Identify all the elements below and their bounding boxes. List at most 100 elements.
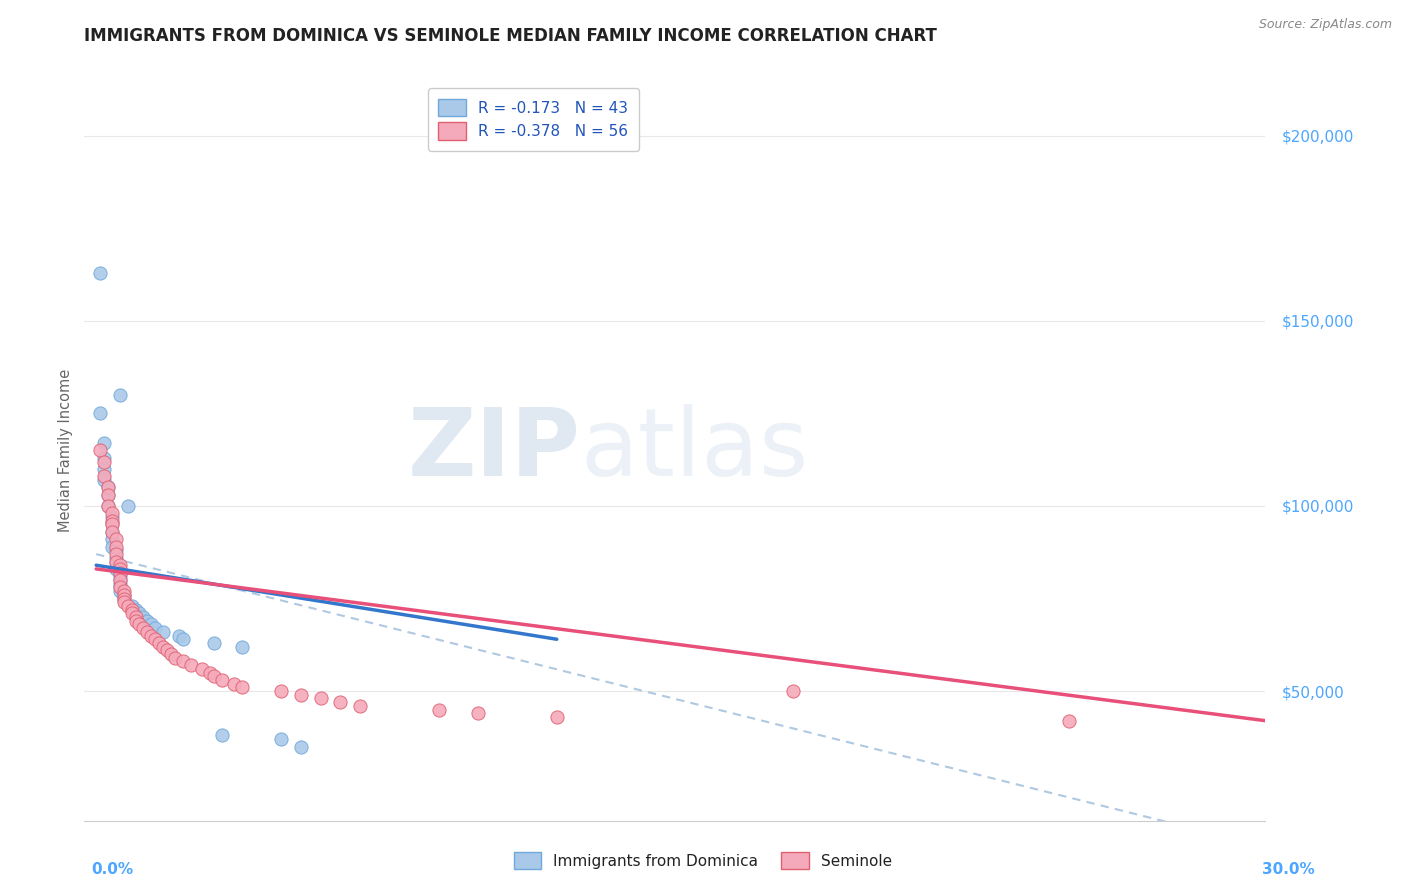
- Point: [104, 554, 127, 569]
- Point: [141, 617, 163, 632]
- Point: [782, 684, 804, 698]
- Point: [290, 739, 312, 754]
- Point: [270, 732, 292, 747]
- Point: [108, 584, 131, 599]
- Text: atlas: atlas: [581, 404, 808, 497]
- Text: Source: ZipAtlas.com: Source: ZipAtlas.com: [1258, 18, 1392, 31]
- Point: [231, 681, 253, 695]
- Point: [101, 507, 124, 521]
- Point: [117, 599, 139, 613]
- Point: [1057, 714, 1080, 728]
- Point: [89, 407, 111, 421]
- Point: [101, 524, 124, 539]
- Point: [108, 558, 131, 573]
- Point: [104, 562, 127, 576]
- Point: [108, 581, 131, 595]
- Point: [290, 688, 312, 702]
- Y-axis label: Median Family Income: Median Family Income: [58, 368, 73, 533]
- Point: [93, 469, 115, 483]
- Point: [202, 669, 225, 683]
- Point: [108, 562, 131, 576]
- Point: [121, 599, 143, 613]
- Point: [104, 533, 127, 547]
- Point: [112, 591, 135, 606]
- Point: [101, 540, 124, 554]
- Point: [97, 481, 120, 495]
- Point: [180, 658, 202, 673]
- Point: [200, 665, 222, 680]
- Point: [112, 588, 135, 602]
- Point: [124, 602, 146, 616]
- Point: [202, 636, 225, 650]
- Point: [143, 632, 166, 647]
- Point: [104, 547, 127, 561]
- Text: 0.0%: 0.0%: [91, 863, 134, 877]
- Point: [97, 499, 120, 513]
- Point: [121, 607, 143, 621]
- Point: [163, 650, 186, 665]
- Point: [108, 581, 131, 595]
- Point: [152, 624, 174, 639]
- Point: [121, 602, 143, 616]
- Point: [108, 573, 131, 587]
- Legend: Immigrants from Dominica, Seminole: Immigrants from Dominica, Seminole: [508, 846, 898, 875]
- Point: [89, 443, 111, 458]
- Point: [101, 514, 124, 528]
- Point: [112, 595, 135, 609]
- Point: [108, 569, 131, 583]
- Point: [108, 388, 131, 402]
- Point: [93, 454, 115, 468]
- Point: [104, 543, 127, 558]
- Point: [101, 533, 124, 547]
- Point: [427, 703, 450, 717]
- Point: [93, 473, 115, 487]
- Point: [93, 450, 115, 465]
- Point: [112, 588, 135, 602]
- Point: [104, 540, 127, 554]
- Point: [101, 517, 124, 532]
- Point: [143, 621, 166, 635]
- Point: [93, 462, 115, 476]
- Point: [141, 628, 163, 642]
- Point: [156, 643, 179, 657]
- Point: [546, 710, 568, 724]
- Point: [231, 640, 253, 654]
- Point: [117, 499, 139, 513]
- Point: [191, 662, 214, 676]
- Point: [112, 591, 135, 606]
- Point: [93, 436, 115, 450]
- Point: [309, 691, 332, 706]
- Point: [172, 632, 194, 647]
- Point: [108, 566, 131, 580]
- Point: [104, 554, 127, 569]
- Point: [97, 481, 120, 495]
- Point: [112, 584, 135, 599]
- Point: [124, 614, 146, 628]
- Text: IMMIGRANTS FROM DOMINICA VS SEMINOLE MEDIAN FAMILY INCOME CORRELATION CHART: IMMIGRANTS FROM DOMINICA VS SEMINOLE MED…: [84, 27, 938, 45]
- Point: [136, 614, 159, 628]
- Point: [211, 673, 233, 687]
- Point: [211, 729, 233, 743]
- Point: [172, 655, 194, 669]
- Point: [101, 510, 124, 524]
- Point: [108, 566, 131, 580]
- Point: [222, 676, 245, 690]
- Point: [349, 698, 371, 713]
- Point: [270, 684, 292, 698]
- Point: [128, 617, 150, 632]
- Point: [97, 499, 120, 513]
- Point: [167, 628, 190, 642]
- Point: [136, 624, 159, 639]
- Point: [467, 706, 489, 721]
- Point: [108, 576, 131, 591]
- Point: [132, 610, 155, 624]
- Point: [152, 640, 174, 654]
- Point: [148, 636, 170, 650]
- Point: [128, 607, 150, 621]
- Point: [97, 488, 120, 502]
- Point: [89, 266, 111, 280]
- Point: [132, 621, 155, 635]
- Point: [101, 524, 124, 539]
- Point: [101, 517, 124, 532]
- Text: ZIP: ZIP: [408, 404, 581, 497]
